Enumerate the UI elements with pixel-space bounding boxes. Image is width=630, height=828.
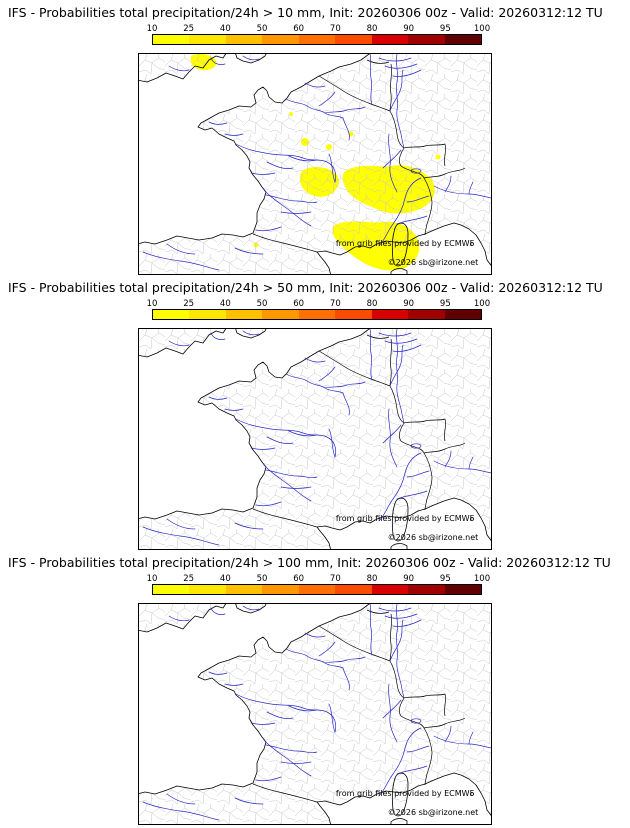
- colorbar-segment: [444, 585, 481, 594]
- copyright-attribution: ©2026 sb@irizone.net: [388, 808, 479, 817]
- ecmwf-attribution: from grib files provided by ECMWF: [336, 239, 475, 248]
- colorbar-segment: [371, 310, 409, 319]
- colorbar-tick: 10: [146, 24, 158, 34]
- colorbar-tick: 60: [293, 24, 305, 34]
- colorbar-segment: [444, 310, 481, 319]
- colorbar-tick: 80: [366, 24, 378, 34]
- colorbar-tick: 70: [329, 299, 341, 309]
- ecmwf-attribution: from grib files provided by ECMWF: [336, 514, 475, 523]
- colorbar-segment: [189, 35, 226, 44]
- colorbar-segment: [153, 310, 190, 319]
- colorbar-segment: [298, 35, 336, 44]
- colorbar-ticks: 10 25 40 50 60 70 80 90 95 100: [147, 574, 491, 584]
- colorbar-segment: [371, 585, 409, 594]
- colorbar-tick: 40: [219, 299, 231, 309]
- panel-title: IFS - Probabilities total precipitation/…: [8, 555, 611, 570]
- colorbar-segment: [153, 35, 190, 44]
- colorbar: 10 25 40 50 60 70 80 90 95 100: [147, 24, 491, 45]
- colorbar-segment: [298, 310, 336, 319]
- coastline-land: [139, 604, 491, 824]
- colorbar-ticks: 10 25 40 50 60 70 80 90 95 100: [147, 299, 491, 309]
- colorbar-segment: [335, 310, 372, 319]
- colorbar-tick: 90: [403, 24, 415, 34]
- colorbar-tick: 100: [473, 24, 491, 34]
- colorbar-tick: 70: [329, 24, 341, 34]
- colorbar-segment: [225, 35, 263, 44]
- colorbar-bar: [152, 584, 482, 595]
- colorbar-segment: [225, 585, 263, 594]
- colorbar-segment: [444, 35, 481, 44]
- colorbar-tick: 95: [439, 299, 451, 309]
- colorbar-tick: 95: [439, 574, 451, 584]
- colorbar-tick: 40: [219, 24, 231, 34]
- colorbar-segment: [189, 310, 226, 319]
- colorbar-segment: [335, 585, 372, 594]
- colorbar-segment: [335, 35, 372, 44]
- colorbar-tick: 40: [219, 574, 231, 584]
- colorbar-segment: [262, 585, 299, 594]
- colorbar-tick: 60: [293, 574, 305, 584]
- coastline-land: [139, 54, 491, 274]
- corsica-island: [391, 222, 409, 267]
- ecmwf-attribution: from grib files provided by ECMWF: [336, 789, 475, 798]
- corsica-island: [391, 772, 409, 817]
- colorbar-segment: [298, 585, 336, 594]
- copyright-attribution: ©2026 sb@irizone.net: [388, 258, 479, 267]
- colorbar-tick: 25: [183, 24, 195, 34]
- colorbar-tick: 90: [403, 574, 415, 584]
- colorbar-tick: 90: [403, 299, 415, 309]
- colorbar-tick: 80: [366, 299, 378, 309]
- panel-title: IFS - Probabilities total precipitation/…: [8, 5, 603, 20]
- copyright-attribution: ©2026 sb@irizone.net: [388, 533, 479, 542]
- colorbar-ticks: 10 25 40 50 60 70 80 90 95 100: [147, 24, 491, 34]
- coastline-land: [139, 329, 491, 549]
- colorbar: 10 25 40 50 60 70 80 90 95 100: [147, 574, 491, 595]
- colorbar-segment: [225, 310, 263, 319]
- colorbar-bar: [152, 309, 482, 320]
- colorbar-tick: 50: [256, 24, 268, 34]
- country-borders: [252, 59, 466, 253]
- rivers: [142, 329, 491, 546]
- colorbar-segment: [408, 585, 445, 594]
- panel-title: IFS - Probabilities total precipitation/…: [8, 280, 603, 295]
- colorbar-tick: 60: [293, 299, 305, 309]
- colorbar-tick: 10: [146, 299, 158, 309]
- colorbar-segment: [262, 310, 299, 319]
- colorbar-tick: 95: [439, 24, 451, 34]
- colorbar-bar: [152, 34, 482, 45]
- country-borders: [252, 334, 466, 528]
- colorbar-tick: 25: [183, 299, 195, 309]
- colorbar-tick: 10: [146, 574, 158, 584]
- colorbar-segment: [189, 585, 226, 594]
- colorbar-tick: 80: [366, 574, 378, 584]
- precip-probability-map: from grib files provided by ECMWF ©2026 …: [138, 603, 492, 825]
- colorbar-tick: 100: [473, 299, 491, 309]
- forecast-panel-100mm: IFS - Probabilities total precipitation/…: [0, 550, 630, 825]
- precip-probability-map: from grib files provided by ECMWF ©2026 …: [138, 328, 492, 550]
- colorbar-tick: 25: [183, 574, 195, 584]
- rivers: [142, 54, 491, 271]
- colorbar-segment: [371, 35, 409, 44]
- colorbar-segment: [408, 310, 445, 319]
- country-borders: [252, 609, 466, 803]
- precip-probability-map: from grib files provided by ECMWF ©2026 …: [138, 53, 492, 275]
- colorbar: 10 25 40 50 60 70 80 90 95 100: [147, 299, 491, 320]
- rivers: [142, 604, 491, 821]
- colorbar-segment: [153, 585, 190, 594]
- colorbar-tick: 50: [256, 574, 268, 584]
- colorbar-tick: 50: [256, 299, 268, 309]
- colorbar-tick: 100: [473, 574, 491, 584]
- corsica-island: [391, 497, 409, 542]
- colorbar-segment: [262, 35, 299, 44]
- forecast-panel-10mm: IFS - Probabilities total precipitation/…: [0, 0, 630, 275]
- colorbar-segment: [408, 35, 445, 44]
- forecast-panel-50mm: IFS - Probabilities total precipitation/…: [0, 275, 630, 550]
- colorbar-tick: 70: [329, 574, 341, 584]
